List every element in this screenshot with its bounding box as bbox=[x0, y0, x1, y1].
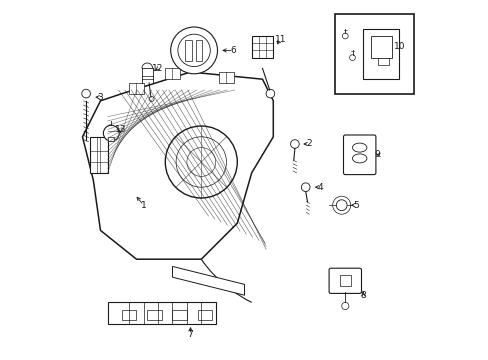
Bar bbox=[122, 310, 136, 320]
Text: 1: 1 bbox=[141, 201, 146, 210]
Text: 3: 3 bbox=[98, 93, 103, 102]
Bar bbox=[370, 36, 391, 58]
Bar bbox=[107, 302, 215, 324]
Bar bbox=[251, 36, 273, 58]
Circle shape bbox=[301, 183, 309, 192]
Circle shape bbox=[342, 33, 347, 39]
Text: 6: 6 bbox=[230, 46, 236, 55]
Bar bbox=[196, 40, 202, 61]
Text: 4: 4 bbox=[317, 183, 322, 192]
Circle shape bbox=[81, 89, 90, 98]
FancyBboxPatch shape bbox=[328, 268, 361, 293]
Bar bbox=[129, 83, 143, 94]
Text: 8: 8 bbox=[360, 291, 366, 300]
Text: 11: 11 bbox=[274, 35, 285, 44]
Text: 5: 5 bbox=[352, 201, 358, 210]
Text: 13: 13 bbox=[114, 125, 126, 134]
Circle shape bbox=[341, 302, 348, 310]
Bar bbox=[108, 137, 114, 141]
Bar bbox=[339, 275, 350, 286]
Bar bbox=[165, 68, 179, 79]
Circle shape bbox=[349, 55, 355, 60]
Bar bbox=[147, 310, 162, 320]
Circle shape bbox=[290, 140, 299, 148]
Bar bbox=[172, 310, 186, 320]
Bar bbox=[185, 40, 191, 61]
Text: 9: 9 bbox=[374, 150, 380, 159]
Bar bbox=[334, 14, 413, 94]
FancyBboxPatch shape bbox=[343, 135, 375, 175]
Circle shape bbox=[170, 27, 217, 74]
Bar bbox=[219, 72, 233, 83]
PathPatch shape bbox=[172, 266, 244, 295]
Text: 2: 2 bbox=[306, 139, 311, 148]
Bar bbox=[89, 137, 107, 173]
Circle shape bbox=[265, 89, 274, 98]
Circle shape bbox=[103, 125, 119, 141]
Bar bbox=[197, 310, 212, 320]
Circle shape bbox=[336, 200, 346, 211]
Text: 7: 7 bbox=[187, 330, 193, 339]
Bar bbox=[363, 29, 399, 79]
Circle shape bbox=[149, 96, 154, 102]
Text: 12: 12 bbox=[152, 64, 163, 73]
Text: 10: 10 bbox=[393, 42, 404, 51]
